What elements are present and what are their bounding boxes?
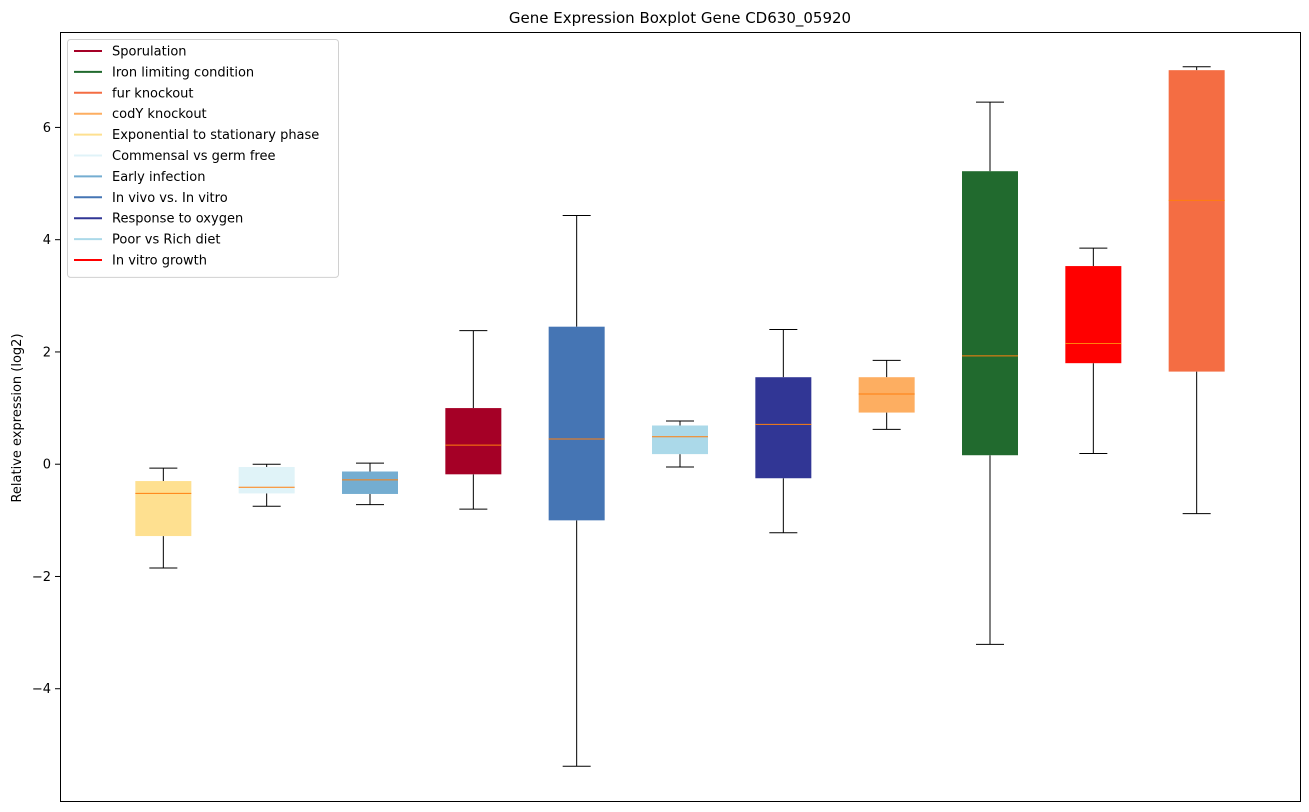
legend-label: Iron limiting condition xyxy=(112,65,254,80)
box-group xyxy=(755,328,812,534)
y-tick-label: 6 xyxy=(43,121,51,136)
box-group xyxy=(135,467,192,569)
box-iqr xyxy=(1065,266,1122,364)
legend-label: codY knockout xyxy=(112,107,207,122)
box-iqr xyxy=(445,408,502,475)
plot-frame xyxy=(60,32,1301,802)
y-tick-label: −4 xyxy=(32,682,51,697)
box-group xyxy=(1065,247,1122,455)
legend-label: In vivo vs. In vitro xyxy=(112,191,228,206)
box-group xyxy=(1168,66,1225,515)
box-iqr xyxy=(1168,70,1225,372)
box-iqr xyxy=(962,171,1018,456)
box-iqr xyxy=(342,471,398,494)
legend-label: Response to oxygen xyxy=(112,212,243,227)
legend-label: fur knockout xyxy=(112,86,194,101)
box-group xyxy=(962,101,1018,645)
legend-label: In vitro growth xyxy=(112,254,207,269)
box-iqr xyxy=(238,467,295,494)
box-group xyxy=(858,359,915,430)
y-axis-ticks: −4 −2 0 2 4 6 xyxy=(32,121,60,697)
box-iqr xyxy=(652,425,708,455)
box-iqr xyxy=(755,377,812,479)
box-iqr xyxy=(548,326,605,521)
legend-label: Early infection xyxy=(112,170,205,185)
legend-label: Sporulation xyxy=(112,45,187,60)
box-group xyxy=(238,463,295,507)
box-iqr xyxy=(135,481,192,537)
y-tick-label: 2 xyxy=(43,345,51,360)
legend-frame xyxy=(67,39,339,278)
box-iqr xyxy=(858,377,915,413)
legend-label: Exponential to stationary phase xyxy=(112,128,319,143)
legend-label: Commensal vs germ free xyxy=(112,149,275,164)
chart-title: Gene Expression Boxplot Gene CD630_05920 xyxy=(509,9,851,28)
boxes-layer xyxy=(135,66,1225,767)
box-group xyxy=(548,215,605,767)
legend: Sporulation Iron limiting condition fur kn… xyxy=(67,39,339,278)
box-group xyxy=(445,330,502,510)
y-tick-label: 0 xyxy=(43,458,51,473)
y-axis-label: Relative expression (log2) xyxy=(10,333,25,502)
box-group xyxy=(342,462,398,506)
y-tick-label: −2 xyxy=(32,570,51,585)
box-group xyxy=(652,420,708,468)
legend-label: Poor vs Rich diet xyxy=(112,233,220,248)
y-tick-label: 4 xyxy=(43,233,51,248)
